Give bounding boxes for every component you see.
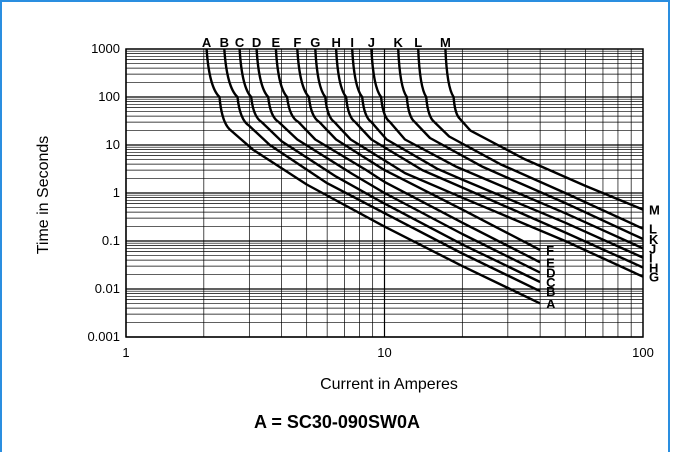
y-tick-label: 1000 <box>91 41 120 56</box>
series-label-end-g: G <box>649 270 659 285</box>
series-label-end-a: A <box>546 296 556 311</box>
series-label-end-d: D <box>546 266 555 281</box>
series-label-top-j: J <box>368 35 375 50</box>
chart-caption: A = SC30-090SW0A <box>254 412 420 432</box>
series-label-end-c: C <box>546 275 556 290</box>
series-label-top-l: L <box>414 35 422 50</box>
y-tick-label: 1 <box>113 185 120 200</box>
y-tick-label: 0.001 <box>87 329 120 344</box>
series-label-end-f: F <box>546 243 554 258</box>
series-label-end-j: J <box>649 241 656 256</box>
grid <box>125 49 643 338</box>
y-tick-label: 100 <box>98 89 120 104</box>
y-tick-labels: 1000 100 10 1 0.1 0.01 0.001 <box>87 41 120 344</box>
series-line-c <box>238 48 541 284</box>
series-label-end-l: L <box>649 222 657 237</box>
series-label-end-i: I <box>649 251 653 266</box>
series-label-top-b: B <box>220 35 229 50</box>
y-tick-label: 0.01 <box>95 281 120 296</box>
series-line-d <box>255 48 541 274</box>
series-label-top-k: K <box>394 35 404 50</box>
y-tick-label: 10 <box>106 137 120 152</box>
series-label-end-k: K <box>649 232 659 247</box>
x-tick-label: 100 <box>632 345 654 360</box>
series-label-top-d: D <box>252 35 261 50</box>
series-line-b <box>223 48 541 293</box>
series-line-k <box>397 48 644 241</box>
y-tick-label: 0.1 <box>102 233 120 248</box>
series-label-top-f: F <box>293 35 301 50</box>
x-axis-label: Current in Amperes <box>320 376 458 393</box>
series-line-m <box>444 48 644 211</box>
series-line-h <box>334 48 644 269</box>
series-line-g <box>314 48 644 278</box>
x-tick-label: 1 <box>122 345 129 360</box>
series-label-end-m: M <box>649 203 660 218</box>
series-label-top-i: I <box>350 35 354 50</box>
series-label-top-a: A <box>202 35 212 50</box>
series-line-i <box>351 48 644 259</box>
series-label-top-m: M <box>440 35 451 50</box>
x-tick-label: 10 <box>377 345 391 360</box>
series-lines <box>205 48 644 305</box>
y-axis-label: Time in Seconds <box>35 136 52 255</box>
series-label-top-c: C <box>235 35 245 50</box>
series-label-end-b: B <box>546 284 555 299</box>
series-label-end-e: E <box>546 255 555 270</box>
series-line-e <box>274 48 541 264</box>
series-line-l <box>417 48 644 230</box>
series-label-top-g: G <box>310 35 320 50</box>
series-label-top-h: H <box>331 35 340 50</box>
series-line-j <box>370 48 644 250</box>
plot-border <box>125 48 644 338</box>
series-label-top-e: E <box>272 35 281 50</box>
series-line-a <box>205 48 541 305</box>
series-line-f <box>296 48 541 252</box>
x-tick-labels: 1 10 100 <box>122 345 653 360</box>
series-label-end-h: H <box>649 261 658 276</box>
